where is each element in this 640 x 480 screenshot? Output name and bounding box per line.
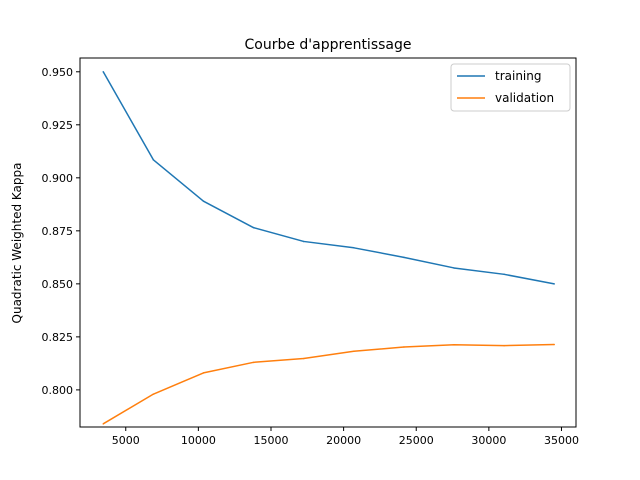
y-tick-label: 0.850 — [42, 278, 74, 291]
plot-area — [79, 57, 577, 428]
validation-data-point — [353, 350, 355, 353]
validation-data-point — [302, 357, 305, 360]
validation-data-point — [152, 393, 155, 395]
y-tick-label: 0.925 — [42, 119, 74, 132]
x-axis-ticks: 5000 10000 15000 20000 25000 30000 35000 — [112, 427, 579, 447]
validation-data-point — [553, 343, 555, 346]
legend: training validation — [450, 63, 571, 112]
x-tick-label: 20000 — [326, 434, 361, 447]
training-data-point — [202, 200, 205, 202]
legend-label-training: training — [495, 69, 542, 83]
y-tick-label: 0.825 — [42, 331, 74, 344]
training-data-point — [553, 283, 555, 285]
training-data-point — [152, 159, 155, 161]
x-tick-label: 10000 — [181, 434, 216, 447]
validation-data-point — [102, 423, 104, 425]
training-data-point — [353, 247, 355, 249]
training-data-point — [252, 226, 255, 229]
y-axis-ticks: 0.800 0.825 0.850 0.875 0.900 0.925 0.950 — [42, 66, 80, 397]
x-tick-label: 30000 — [471, 434, 506, 447]
x-tick-label: 25000 — [399, 434, 434, 447]
training-data-point — [453, 267, 455, 269]
y-tick-label: 0.900 — [42, 172, 74, 185]
training-series-line — [102, 71, 555, 285]
validation-data-point — [252, 361, 255, 364]
validation-data-point — [503, 344, 505, 347]
y-tick-label: 0.800 — [42, 384, 74, 397]
y-axis-label: Quadratic Weighted Kappa — [10, 163, 24, 324]
validation-data-point — [403, 346, 405, 348]
x-tick-label: 35000 — [544, 434, 579, 447]
legend-label-validation: validation — [495, 91, 554, 105]
training-data-point — [302, 240, 305, 243]
chart-title: Courbe d'apprentissage — [245, 37, 412, 53]
validation-data-point — [453, 343, 455, 346]
validation-series-line — [102, 343, 555, 425]
y-tick-label: 0.950 — [42, 66, 74, 79]
training-data-point — [503, 273, 505, 276]
training-data-point — [102, 71, 104, 73]
x-tick-label: 5000 — [112, 434, 140, 447]
series-layer — [102, 71, 555, 425]
validation-data-point — [202, 372, 205, 374]
training-data-point — [403, 256, 405, 259]
x-tick-label: 15000 — [253, 434, 288, 447]
y-tick-label: 0.875 — [42, 225, 74, 238]
